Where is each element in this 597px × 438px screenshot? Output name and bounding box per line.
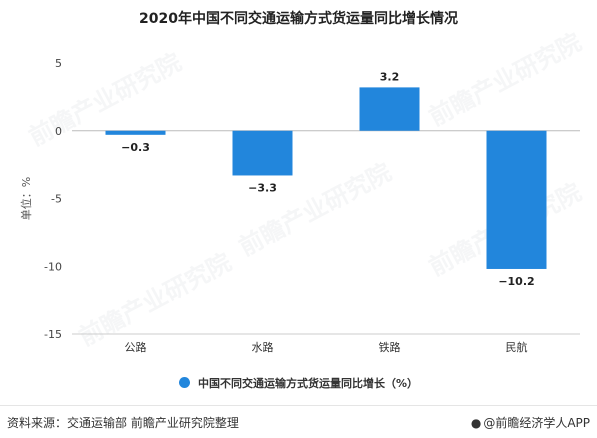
data-labels: −0.3 −3.3 3.2 −10.2 bbox=[121, 70, 535, 288]
y-tick-label: -15 bbox=[44, 328, 62, 341]
bar bbox=[105, 130, 166, 135]
category-label: 公路 bbox=[125, 341, 147, 354]
footer: 资料来源：交通运输部 前瞻产业研究院整理 ● @前瞻经济学人APP bbox=[0, 405, 597, 438]
bar bbox=[486, 130, 547, 269]
bars bbox=[105, 87, 547, 269]
brand-credit: ● @前瞻经济学人APP bbox=[471, 414, 590, 431]
bar bbox=[359, 87, 420, 131]
y-tick-label: -5 bbox=[51, 193, 62, 206]
category-label: 民航 bbox=[506, 340, 528, 354]
bar-chart: 5 0 -5 -10 -15 公路 水路 铁路 民航 −0.3 −3.3 3.2 −10.2 单位：… bbox=[19, 57, 580, 354]
category-labels: 公路 水路 铁路 民航 bbox=[125, 340, 528, 354]
legend-marker bbox=[178, 377, 190, 388]
data-label: −3.3 bbox=[248, 181, 277, 194]
brand-text: @前瞻经济学人APP bbox=[483, 416, 590, 430]
category-label: 铁路 bbox=[379, 341, 401, 354]
bar bbox=[232, 130, 293, 176]
y-tick-label: -10 bbox=[44, 260, 62, 273]
data-label: −0.3 bbox=[121, 141, 150, 154]
y-axis-ticks: 5 0 -5 -10 -15 bbox=[44, 57, 62, 341]
legend-label: 中国不同交通运输方式货运量同比增长（%） bbox=[197, 377, 419, 390]
source-note: 资料来源：交通运输部 前瞻产业研究院整理 bbox=[7, 416, 239, 430]
y-axis-label: 单位：% bbox=[19, 177, 33, 220]
data-label: 3.2 bbox=[380, 70, 400, 83]
chart-title: 2020年中国不同交通运输方式货运量同比增长情况 bbox=[139, 11, 458, 27]
y-tick-label: 0 bbox=[55, 125, 62, 138]
category-label: 水路 bbox=[252, 341, 274, 354]
data-label: −10.2 bbox=[498, 275, 534, 288]
y-tick-label: 5 bbox=[55, 57, 62, 70]
legend: 中国不同交通运输方式货运量同比增长（%） bbox=[0, 375, 597, 391]
brand-icon: ● bbox=[470, 416, 482, 430]
